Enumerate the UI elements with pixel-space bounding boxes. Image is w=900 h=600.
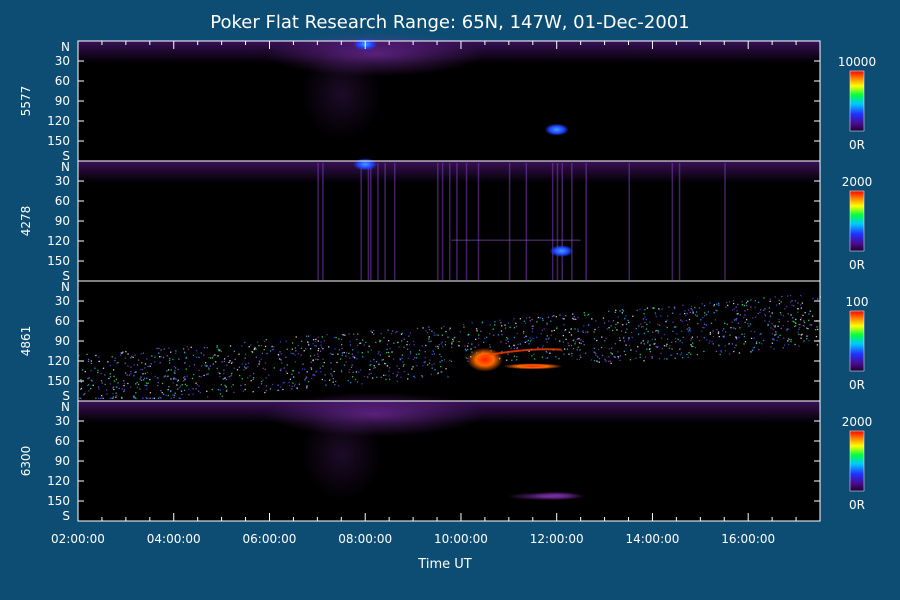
colorbar-max-label: 100 xyxy=(846,295,869,309)
y-tick-label: 90 xyxy=(55,454,70,468)
y-tick-label: S xyxy=(62,509,70,523)
colorbar-min-label: 0R xyxy=(849,498,865,512)
y-tick-label: N xyxy=(61,160,70,174)
y-tick-label: 120 xyxy=(47,114,70,128)
y-tick-label: 90 xyxy=(55,94,70,108)
y-tick-label: 120 xyxy=(47,234,70,248)
panel-label-4278: 4278 xyxy=(19,206,33,237)
panel-texture xyxy=(78,294,822,399)
colorbar-max-label: 2000 xyxy=(842,415,873,429)
y-tick-label: 60 xyxy=(55,434,70,448)
x-tick-label: 12:00:00 xyxy=(530,532,584,546)
y-tick-label: S xyxy=(62,149,70,163)
x-axis: 02:00:00 04:00:00 06:00:00 08:00:00 10:00:00… xyxy=(51,41,821,546)
panel-label-4861: 4861 xyxy=(19,326,33,357)
y-tick-label: 60 xyxy=(55,74,70,88)
panel-background xyxy=(78,281,820,401)
y-tick-label: 150 xyxy=(47,254,70,268)
y-tick-label: 120 xyxy=(47,354,70,368)
y-tick-label: 150 xyxy=(47,374,70,388)
feature-4278-1 xyxy=(549,245,574,257)
panel-label-5577: 5577 xyxy=(19,86,33,117)
y-tick-label: N xyxy=(61,400,70,414)
y-tick-label: 90 xyxy=(55,334,70,348)
feature-4861-1 xyxy=(502,363,563,370)
chart-title: Poker Flat Research Range: 65N, 147W, 01… xyxy=(210,12,689,33)
x-tick-label: 14:00:00 xyxy=(625,532,679,546)
feature-6300-0 xyxy=(532,491,581,500)
colorbar-min-label: 0R xyxy=(849,258,865,272)
x-axis-label: Time UT xyxy=(417,557,471,572)
y-tick-label: S xyxy=(62,269,70,283)
colorbar-min-label: 0R xyxy=(849,378,865,392)
y-tick-label: 30 xyxy=(55,174,70,188)
colorbar-4861 xyxy=(849,310,865,372)
y-tick-label: 120 xyxy=(47,474,70,488)
x-tick-label: 02:00:00 xyxy=(51,532,105,546)
y-tick-label: N xyxy=(61,280,70,294)
y-tick-label: 30 xyxy=(55,54,70,68)
y-tick-label: N xyxy=(61,40,70,54)
y-tick-label: 150 xyxy=(47,134,70,148)
y-tick-label: 60 xyxy=(55,194,70,208)
colorbar-6300 xyxy=(849,430,865,492)
x-tick-label: 04:00:00 xyxy=(147,532,201,546)
colorbar-5577 xyxy=(849,70,865,132)
y-tick-label: 30 xyxy=(55,294,70,308)
panel-texture xyxy=(78,392,820,501)
feature-4861-0 xyxy=(466,347,503,372)
colorbar-min-label: 0R xyxy=(849,138,865,152)
y-tick-label: 150 xyxy=(47,494,70,508)
x-tick-label: 06:00:00 xyxy=(243,532,297,546)
x-tick-label: 10:00:00 xyxy=(434,532,488,546)
feature-4278-0 xyxy=(353,158,378,171)
y-tick-label: 90 xyxy=(55,214,70,228)
feature-arc xyxy=(484,348,562,357)
panel-label-6300: 6300 xyxy=(19,446,33,477)
feature-5577-1 xyxy=(544,123,569,136)
panel-texture xyxy=(78,32,820,140)
colorbar-max-label: 2000 xyxy=(842,175,873,189)
colorbar-4278 xyxy=(849,190,865,252)
y-tick-label: 30 xyxy=(55,414,70,428)
x-tick-label: 08:00:00 xyxy=(338,532,392,546)
colorbar-max-label: 10000 xyxy=(838,55,876,69)
panel-texture xyxy=(78,161,820,280)
x-tick-label: 16:00:00 xyxy=(721,532,775,546)
y-tick-label: 60 xyxy=(55,314,70,328)
y-tick-label: S xyxy=(62,389,70,403)
